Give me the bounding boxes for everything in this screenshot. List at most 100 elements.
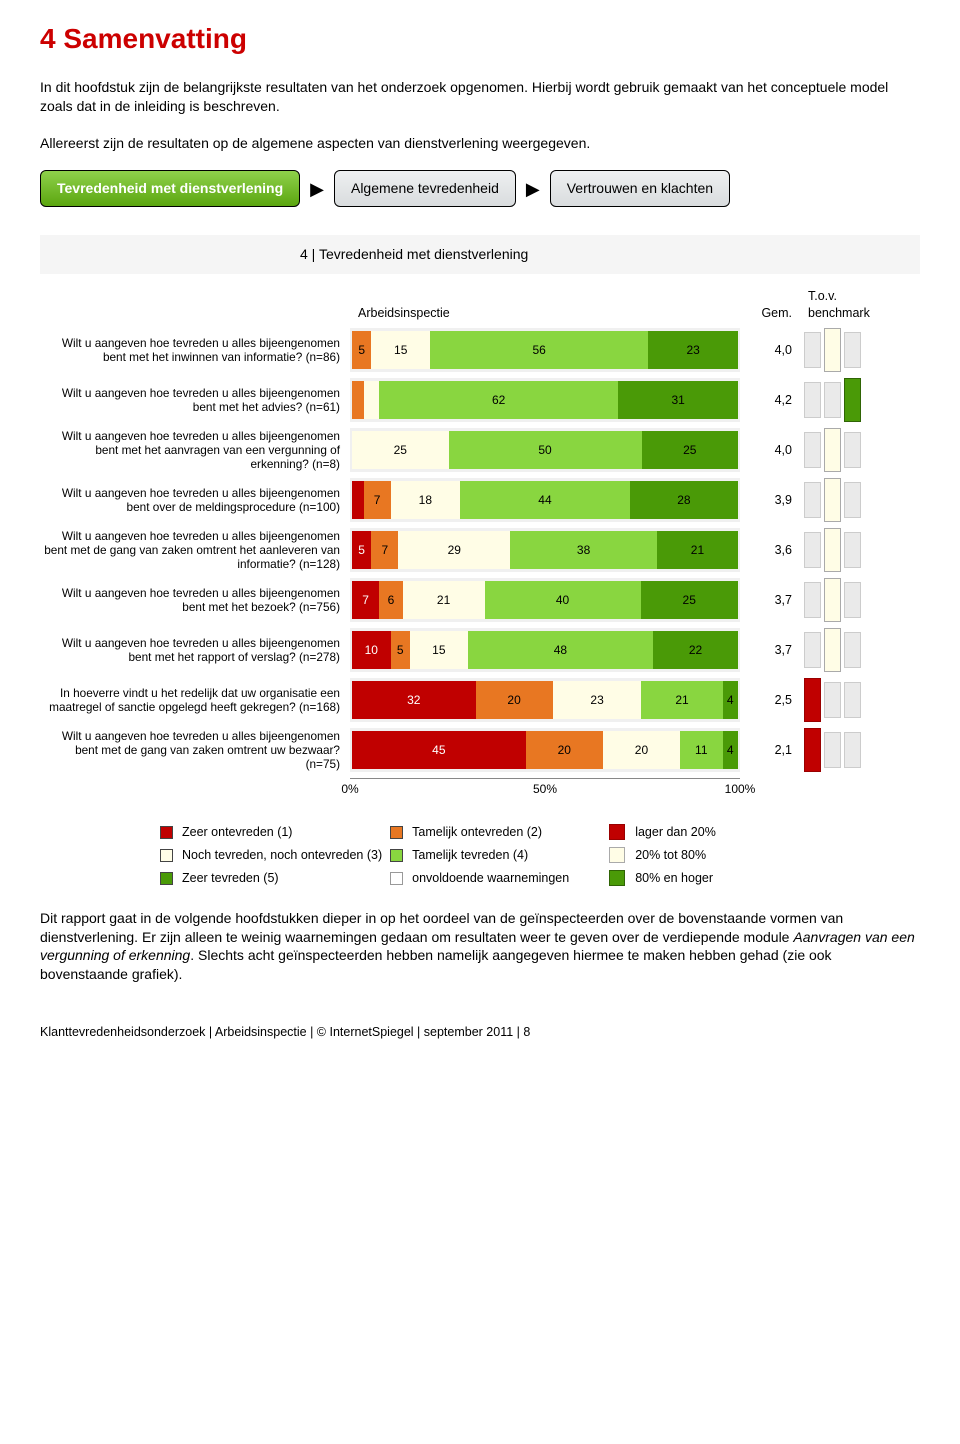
stacked-bar: 452020114 [352, 731, 738, 769]
bar-segment: 32 [352, 681, 476, 719]
bar-segment: 48 [468, 631, 653, 669]
chart-row: Wilt u aangeven hoe tevreden u alles bij… [40, 728, 920, 772]
stacked-bar: 322023214 [352, 681, 738, 719]
chart-row-label: Wilt u aangeven hoe tevreden u alles bij… [40, 336, 350, 364]
axis-tick-0: 0% [341, 781, 358, 797]
page-title: 4 Samenvatting [40, 20, 920, 58]
legend-bm-label-2: 20% tot 80% [635, 847, 716, 864]
chart-row: Wilt u aangeven hoe tevreden u alles bij… [40, 578, 920, 622]
bar-segment: 56 [430, 331, 648, 369]
axis-tick-50: 50% [533, 781, 557, 797]
chart-column-headers: Arbeidsinspectie Gem. T.o.v. benchmark [40, 288, 920, 322]
chart-row: Wilt u aangeven hoe tevreden u alles bij… [40, 528, 920, 572]
chart-row-label: Wilt u aangeven hoe tevreden u alles bij… [40, 529, 350, 571]
bar-segment: 18 [391, 481, 460, 519]
bar-segment: 28 [630, 481, 738, 519]
benchmark-swatch [844, 532, 861, 568]
benchmark-swatch [824, 682, 841, 718]
legend-swatch-2 [390, 826, 403, 839]
bar-segment: 15 [371, 331, 429, 369]
chart-row: Wilt u aangeven hoe tevreden u alles bij… [40, 478, 920, 522]
legend-swatch-1 [160, 826, 173, 839]
flow-box-3: Vertrouwen en klachten [550, 170, 730, 207]
benchmark-swatch [804, 482, 821, 518]
benchmark-swatch [804, 678, 821, 722]
bar-segment: 62 [379, 381, 618, 419]
legend-label-2: Tamelijk ontevreden (2) [412, 824, 569, 841]
legend-bm-label-1: lager dan 20% [635, 824, 716, 841]
legend-label-3: Noch tevreden, noch ontevreden (3) [182, 847, 382, 864]
bar-segment: 25 [641, 581, 738, 619]
benchmark-indicator [800, 528, 900, 572]
page-footer: Klanttevredenheidsonderzoek | Arbeidsins… [40, 1024, 920, 1041]
bar-segment: 23 [648, 331, 738, 369]
stacked-bar: 5155623 [352, 331, 738, 369]
bar-segment: 21 [403, 581, 485, 619]
bar-segment: 25 [352, 431, 449, 469]
score-value: 2,5 [740, 692, 800, 709]
benchmark-swatch [824, 328, 841, 372]
column-header-benchmark: T.o.v. benchmark [800, 288, 900, 322]
body-paragraph: Dit rapport gaat in de volgende hoofdstu… [40, 909, 920, 985]
bar-segment: 23 [553, 681, 642, 719]
bar-segment: 21 [657, 531, 738, 569]
legend-label-5: Zeer tevreden (5) [182, 870, 382, 887]
benchmark-swatch [844, 732, 861, 768]
benchmark-indicator [800, 478, 900, 522]
legend: Zeer ontevreden (1) Tamelijk ontevreden … [40, 824, 920, 887]
legend-bm-swatch-1 [609, 824, 625, 840]
bar-segment: 11 [680, 731, 722, 769]
score-value: 4,0 [740, 342, 800, 359]
benchmark-swatch [804, 632, 821, 668]
stacked-bar: 76214025 [352, 581, 738, 619]
bar-segment: 20 [476, 681, 553, 719]
score-value: 2,1 [740, 742, 800, 759]
score-value: 3,6 [740, 542, 800, 559]
benchmark-swatch [804, 332, 821, 368]
intro-paragraph-2: Allereerst zijn de resultaten op de alge… [40, 134, 920, 153]
bar-segment: 21 [641, 681, 722, 719]
bar-segment: 5 [352, 331, 371, 369]
benchmark-swatch [804, 532, 821, 568]
chart-row-label: In hoeverre vindt u het redelijk dat uw … [40, 686, 350, 714]
chart-row-label: Wilt u aangeven hoe tevreden u alles bij… [40, 486, 350, 514]
bar-segment: 29 [398, 531, 510, 569]
bar-segment: 22 [653, 631, 738, 669]
benchmark-swatch [824, 528, 841, 572]
bar-segment: 15 [410, 631, 468, 669]
chart-row: Wilt u aangeven hoe tevreden u alles bij… [40, 428, 920, 472]
benchmark-swatch [804, 382, 821, 418]
intro-paragraph-1: In dit hoofdstuk zijn de belangrijkste r… [40, 78, 920, 116]
axis-tick-100: 100% [725, 781, 756, 797]
benchmark-swatch [844, 482, 861, 518]
stacked-bar: 105154822 [352, 631, 738, 669]
benchmark-swatch [844, 332, 861, 368]
benchmark-swatch [824, 732, 841, 768]
benchmark-swatch [844, 432, 861, 468]
legend-bm-swatch-2 [609, 847, 625, 863]
chart-row: In hoeverre vindt u het redelijk dat uw … [40, 678, 920, 722]
chart-row-label: Wilt u aangeven hoe tevreden u alles bij… [40, 636, 350, 664]
legend-label-6: onvoldoende waarnemingen [412, 870, 569, 887]
x-axis: 0% 50% 100% [40, 778, 920, 796]
stacked-bar: 255025 [352, 431, 738, 469]
score-value: 3,7 [740, 642, 800, 659]
bar-segment: 7 [371, 531, 398, 569]
arrow-right-icon: ▶ [310, 177, 324, 201]
bar-segment: 7 [352, 581, 379, 619]
stacked-bar: 57293821 [352, 531, 738, 569]
chart-row-label: Wilt u aangeven hoe tevreden u alles bij… [40, 729, 350, 771]
benchmark-indicator [800, 728, 900, 772]
bar-segment: 45 [352, 731, 526, 769]
bar-segment: 4 [723, 731, 738, 769]
score-value: 3,7 [740, 592, 800, 609]
flow-diagram: Tevredenheid met dienstverlening ▶ Algem… [40, 170, 920, 207]
benchmark-indicator [800, 578, 900, 622]
legend-swatch-6 [390, 872, 403, 885]
chart-row: Wilt u aangeven hoe tevreden u alles bij… [40, 328, 920, 372]
benchmark-swatch [824, 478, 841, 522]
benchmark-swatch [824, 628, 841, 672]
legend-swatch-3 [160, 849, 173, 862]
body-text-before: Dit rapport gaat in de volgende hoofdstu… [40, 910, 843, 945]
chart-row-label: Wilt u aangeven hoe tevreden u alles bij… [40, 586, 350, 614]
